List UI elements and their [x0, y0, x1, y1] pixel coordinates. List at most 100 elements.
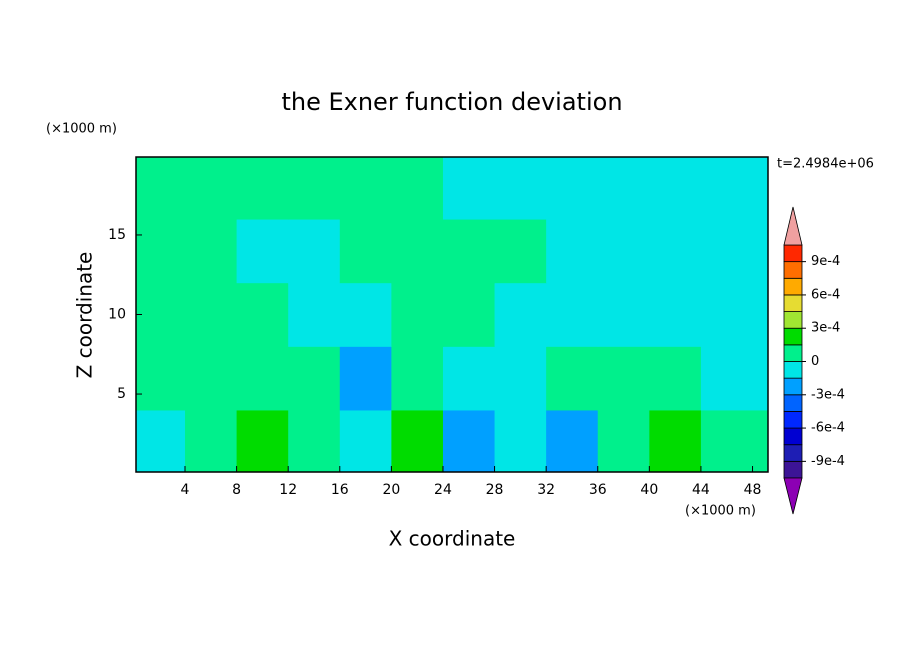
field-cell [442, 346, 496, 411]
field-cell [700, 219, 769, 284]
field-cell [339, 282, 392, 347]
field-cell [700, 409, 769, 473]
time-annotation: t=2.4984e+06 [777, 157, 874, 172]
field-cell [391, 219, 444, 284]
x-unit: (×1000 m) [685, 504, 756, 519]
field-cell [236, 157, 289, 220]
colorbar-box [783, 361, 803, 379]
x-tick-label: 24 [434, 482, 452, 498]
field-cell [288, 346, 341, 411]
x-tick-label: 40 [640, 482, 658, 498]
field-cell [442, 409, 496, 473]
field-cell [597, 409, 650, 473]
y-tick-label: 5 [117, 386, 126, 402]
x-axis-title: X coordinate [389, 527, 516, 551]
x-tick-label: 48 [744, 482, 762, 498]
colorbar-box [783, 377, 803, 396]
y-tick-label: 15 [108, 227, 126, 243]
y-unit: (×1000 m) [46, 122, 117, 137]
x-tick-label: 20 [382, 482, 400, 498]
y-axis-title: Z coordinate [73, 252, 97, 379]
x-tick-label: 36 [589, 482, 607, 498]
field-cell [391, 346, 444, 411]
axes: 4 8 12 16 20 24 28 32 36 40 44 48510159e-46e-43e-40… [108, 156, 845, 515]
colorbar-tick-label: 6e-4 [811, 287, 840, 302]
colorbar-tick-label: 3e-4 [811, 321, 840, 336]
field-cell [494, 282, 547, 347]
x-tick-label: 4 [181, 482, 190, 498]
field-cell [136, 219, 186, 284]
x-tick-label: 28 [486, 482, 504, 498]
field-cell [288, 219, 341, 284]
field-cell [391, 157, 444, 220]
colorbar-under [783, 477, 803, 515]
field-cell [700, 282, 769, 347]
colorbar-tick-label: -3e-4 [811, 387, 845, 402]
field [136, 157, 769, 473]
colorbar-box [783, 344, 803, 362]
field-cell [597, 346, 650, 411]
field-cell [546, 409, 599, 473]
field-cell [546, 282, 599, 347]
field-cell [236, 346, 289, 411]
field-cell [494, 219, 547, 284]
colorbar-box [783, 327, 803, 346]
field-cell [136, 282, 186, 347]
field-cell [442, 282, 496, 347]
colorbar-tick-label: 9e-4 [811, 254, 840, 269]
chart-title: the Exner function deviation [281, 88, 622, 116]
colorbar-box [783, 277, 803, 296]
field-cell [136, 157, 186, 220]
colorbar-box [783, 411, 803, 429]
field-cell [700, 346, 769, 411]
field-cell [494, 157, 547, 220]
field-cell [339, 346, 392, 411]
x-tick-label: 32 [537, 482, 555, 498]
colorbar-box [783, 444, 803, 462]
colorbar-box [783, 244, 803, 263]
field-cell [288, 157, 341, 220]
field-cell [185, 219, 238, 284]
field-cell [339, 409, 392, 473]
field-cell [185, 346, 238, 411]
field-cell [288, 282, 341, 347]
x-tick-label: 8 [232, 482, 241, 498]
field-cell [649, 282, 702, 347]
field-cell [236, 409, 289, 473]
field-cell [700, 157, 769, 220]
colorbar-box [783, 460, 803, 479]
field-cell [442, 157, 496, 220]
field-cell [649, 157, 702, 220]
field-cell [185, 157, 238, 220]
x-tick-label: 12 [279, 482, 297, 498]
field-cell [391, 282, 444, 347]
field-cell [546, 157, 599, 220]
field-cell [649, 409, 702, 473]
colorbar-tick-label: -9e-4 [811, 454, 845, 469]
colorbar-box [783, 294, 803, 312]
field-cell [494, 409, 547, 473]
colorbar-over [783, 206, 803, 246]
field-cell [185, 409, 238, 473]
field-cell [236, 282, 289, 347]
x-tick-label: 44 [692, 482, 710, 498]
field-cell [236, 219, 289, 284]
field-cell [185, 282, 238, 347]
colorbar-tick-label: -6e-4 [811, 421, 845, 436]
field-cell [288, 409, 341, 473]
colorbar-box [783, 427, 803, 446]
colorbar-box [783, 261, 803, 279]
field-cell [649, 219, 702, 284]
field-cell [442, 219, 496, 284]
colorbar-tick-label: 0 [811, 354, 819, 369]
field-cell [494, 346, 547, 411]
colorbar-box [783, 394, 803, 412]
field-cell [339, 157, 392, 220]
field-cell [339, 219, 392, 284]
field-cell [649, 346, 702, 411]
field-cell [136, 346, 186, 411]
field-cell [391, 409, 444, 473]
field-cell [597, 157, 650, 220]
field-cell [597, 282, 650, 347]
